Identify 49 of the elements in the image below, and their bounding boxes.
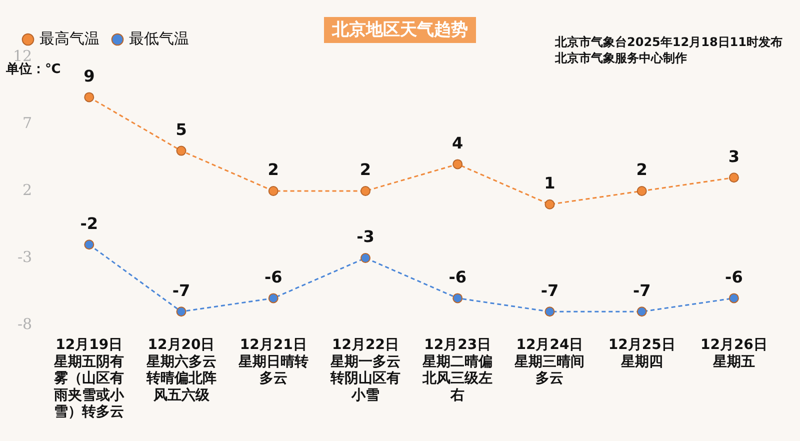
data-label: -7 bbox=[540, 280, 559, 300]
point bbox=[176, 306, 186, 317]
point bbox=[728, 172, 739, 183]
point bbox=[452, 159, 463, 170]
point bbox=[84, 240, 94, 250]
point bbox=[636, 306, 647, 317]
data-label: 4 bbox=[452, 133, 464, 152]
data-label: 2 bbox=[268, 160, 279, 180]
data-label: 9 bbox=[84, 66, 95, 86]
data-label: -7 bbox=[632, 280, 651, 300]
point bbox=[84, 92, 94, 102]
data-label: 3 bbox=[728, 146, 740, 166]
point bbox=[728, 293, 739, 304]
y-tick-label: -3 bbox=[17, 248, 32, 266]
point bbox=[360, 253, 370, 263]
data-label: -6 bbox=[448, 267, 466, 286]
point bbox=[268, 186, 278, 196]
data-label: -3 bbox=[356, 227, 374, 246]
x-tick-label: 12月22日星期一多云转阴山区有小雪 bbox=[329, 337, 400, 404]
x-tick-label: 12月26日星期五 bbox=[700, 337, 768, 370]
text: 北京市气象台2025年12月18日11时发布 bbox=[555, 34, 782, 50]
point bbox=[268, 293, 278, 304]
y-tick-label: 7 bbox=[22, 114, 32, 132]
x-tick-label: 12月23日星期二晴偏北风三级左右 bbox=[422, 337, 493, 404]
legend-label: 最低气温 bbox=[129, 29, 189, 48]
point bbox=[544, 199, 555, 210]
data-label: 2 bbox=[636, 160, 648, 180]
chart-title: 北京地区天气趋势 bbox=[324, 17, 476, 43]
point bbox=[176, 146, 186, 156]
data-label: -6 bbox=[725, 267, 743, 286]
point bbox=[360, 186, 370, 196]
point bbox=[636, 186, 647, 196]
x-tick-label: 12月25日星期四 bbox=[608, 337, 676, 370]
data-label: 1 bbox=[544, 174, 556, 193]
data-label: 5 bbox=[176, 120, 187, 139]
data-label: 2 bbox=[360, 160, 372, 180]
annotation: 北京市气象服务中心制作 bbox=[555, 50, 688, 66]
data-label: -6 bbox=[264, 267, 282, 286]
x-tick-label: 12月19日星期五阴有雾（山区有雨夹雪或小雪）转多云 bbox=[53, 337, 126, 420]
point bbox=[544, 306, 555, 317]
data-label: -2 bbox=[80, 214, 98, 233]
legend-label: 最高气温 bbox=[40, 29, 100, 48]
data-label: -7 bbox=[172, 280, 190, 300]
x-tick-label: 12月21日星期日晴转多云 bbox=[237, 337, 308, 387]
y-tick-label: 2 bbox=[22, 180, 32, 199]
x-tick-label: 12月20日星期六多云转晴偏北阵风五六级 bbox=[145, 337, 216, 404]
point bbox=[452, 293, 463, 304]
x-tick-label: 12月24日星期三晴间多云 bbox=[514, 337, 585, 387]
y-tick-label: -8 bbox=[17, 314, 32, 333]
